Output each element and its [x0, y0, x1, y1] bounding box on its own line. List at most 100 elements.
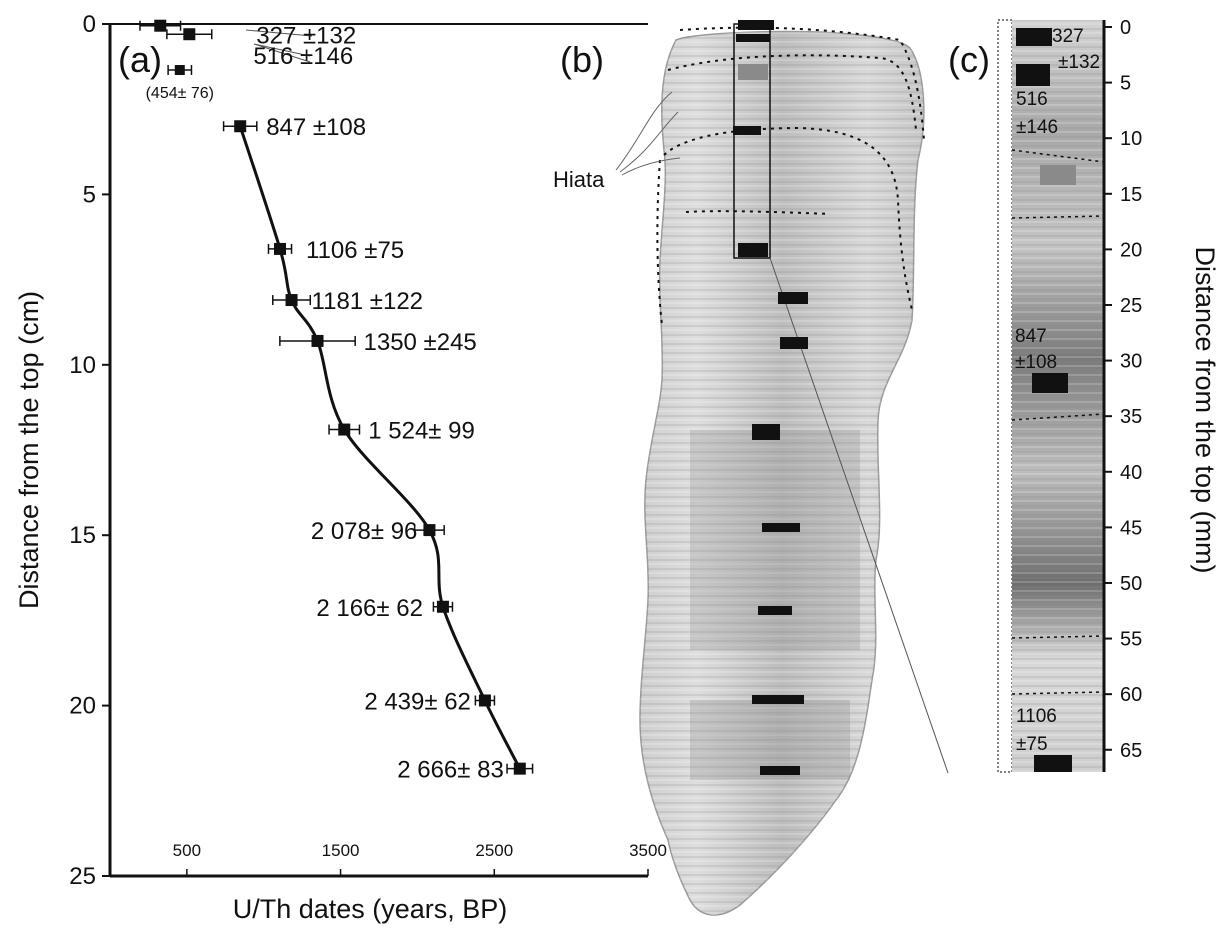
core-sample [1016, 28, 1052, 46]
data-point: 2 439± 62 [364, 688, 496, 715]
point-marker [234, 120, 247, 133]
hiata-label: Hiata [553, 167, 605, 192]
data-point: 2 666± 83 [397, 757, 534, 784]
sample-hole [780, 337, 808, 349]
point-label: 847 ±108 [266, 114, 366, 141]
point-marker [478, 694, 491, 707]
data-point: 327 ±132 [139, 19, 356, 50]
x-axis-title: U/Th dates (years, BP) [233, 894, 508, 924]
core-sample-label: ±108 [1015, 352, 1057, 373]
point-marker [513, 762, 526, 775]
core-edge [997, 19, 1013, 773]
point-marker [285, 294, 298, 307]
core-tick-label: 10 [1120, 128, 1142, 150]
sample-hole [736, 34, 770, 42]
panel-c: (c) 327 ±132 516 ±146 847 ±108 1106 ±75 0 5 10 15 2… [948, 17, 1220, 773]
data-point: 2 078± 96 [311, 518, 445, 545]
sample-hole [752, 424, 780, 440]
panel-b-label: (b) [560, 39, 604, 80]
hiatus-line [685, 210, 831, 215]
leader-line [253, 43, 311, 63]
point-label: (454± 76) [146, 85, 214, 102]
point-label: 2 439± 62 [364, 688, 471, 715]
data-point: 847 ±108 [222, 114, 366, 141]
point-label: 2 078± 96 [311, 518, 418, 545]
core-tick-label: 35 [1120, 406, 1142, 428]
hiata-leader [621, 157, 681, 176]
y-tick-label: 5 [83, 181, 96, 208]
core-tick-label: 5 [1120, 73, 1131, 95]
data-point: 1350 ±245 [279, 329, 477, 356]
hiatus-line [663, 126, 913, 311]
core-tick-label: 45 [1120, 517, 1142, 539]
point-marker [423, 524, 436, 537]
x-tick-label: 1500 [322, 841, 360, 860]
darker-zone [690, 430, 860, 650]
core-tick-label: 40 [1120, 462, 1142, 484]
panel-c-label: (c) [948, 39, 990, 80]
leader-line [245, 29, 313, 37]
core-sample [1032, 373, 1068, 393]
point-marker [338, 423, 351, 436]
point-label: 2 666± 83 [397, 757, 504, 784]
core-samples [1016, 28, 1076, 772]
core-tick-label: 30 [1120, 351, 1142, 373]
x-axis: 500 1500 2500 3500 U/Th dates (years, BP) [110, 23, 667, 924]
y-tick-label: 25 [69, 863, 96, 890]
core-sample-label: ±146 [1016, 117, 1058, 138]
data-point: 1106 ±75 [267, 237, 404, 264]
data-point: (454± 76) [146, 65, 214, 102]
x-tick-label: 2500 [475, 841, 513, 860]
leader-line [253, 43, 311, 57]
point-label: 516 ±146 [253, 43, 353, 70]
core-axis-title: Distance from the top (mm) [1190, 246, 1220, 573]
sample-holes [733, 20, 808, 775]
core-tick-label: 15 [1120, 184, 1142, 206]
sample-hole [738, 20, 774, 30]
core-sample-label: 1106 [1016, 706, 1057, 727]
core-hiatus-lines [1011, 149, 1105, 695]
point-marker [174, 65, 185, 76]
panel-b: (b) Hiata [553, 20, 949, 916]
y-axis: 0 5 10 15 20 25 Distance from the top (cm) [14, 11, 112, 890]
hiata-leader [615, 91, 673, 171]
sample-hole [738, 64, 768, 80]
y-axis-title: Distance from the top (cm) [14, 291, 44, 609]
data-point: 2 166± 62 [316, 595, 454, 622]
panel-a: (a) 0 5 10 15 20 25 Distance from the top (cm… [14, 11, 667, 924]
y-tick-label: 0 [83, 11, 96, 38]
core-sample [1016, 64, 1050, 86]
core-tick-label: 20 [1120, 239, 1142, 261]
core-tick-label: 0 [1120, 17, 1131, 39]
core-sample [1040, 165, 1076, 185]
core-tick-label: 50 [1120, 573, 1142, 595]
point-label: 1106 ±75 [306, 237, 404, 264]
sample-hole [752, 695, 804, 704]
core-tick-label: 60 [1120, 684, 1142, 706]
sample-hole [738, 243, 768, 257]
point-label: 1 524± 99 [368, 418, 475, 445]
point-label: 1350 ±245 [364, 329, 477, 356]
core-sample-label: 327 [1052, 26, 1084, 47]
sample-hole [733, 126, 761, 135]
point-marker [274, 242, 287, 255]
point-label: 1181 ±122 [312, 288, 424, 315]
core-tick-label: 65 [1120, 740, 1142, 762]
sample-hole [778, 292, 808, 304]
age-depth-curve [238, 125, 522, 770]
y-tick-label: 15 [69, 522, 96, 549]
core-sample-label: 847 [1015, 326, 1047, 347]
hiata-leader [619, 111, 679, 173]
core-banding [1012, 20, 1104, 772]
data-point: 516 ±146 [166, 28, 353, 70]
core-tick-label: 25 [1120, 295, 1142, 317]
point-label: 327 ±132 [256, 23, 356, 50]
data-point: 1 524± 99 [328, 418, 475, 445]
core-sample-label: 516 [1016, 89, 1048, 110]
panel-a-label: (a) [118, 39, 162, 80]
sample-hole [760, 766, 800, 775]
sample-hole [762, 523, 800, 532]
point-label: 2 166± 62 [316, 595, 423, 622]
y-tick-label: 20 [69, 693, 96, 720]
point-marker [154, 19, 167, 32]
